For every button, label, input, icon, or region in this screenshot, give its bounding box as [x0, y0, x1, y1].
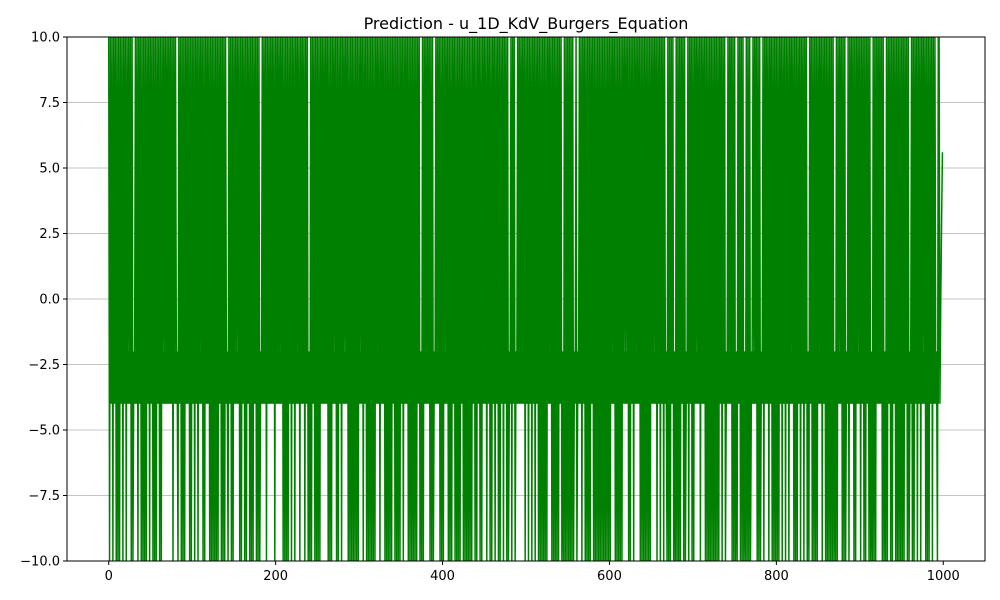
series-line-tail — [938, 37, 944, 404]
y-tick-label: −7.5 — [28, 489, 60, 504]
x-axis-ticks: 0 200 400 600 800 1000 — [105, 561, 960, 584]
x-tick-label: 800 — [764, 569, 789, 584]
x-tick-label: 200 — [263, 569, 288, 584]
y-tick-label: 10.0 — [31, 31, 60, 46]
x-tick-label: 0 — [105, 569, 113, 584]
y-tick-label: 5.0 — [39, 162, 60, 177]
y-tick-label: 0.0 — [39, 293, 60, 308]
y-axis-ticks: −10.0 −7.5 −5.0 −2.5 0.0 2.5 5.0 7.5 10.0 — [20, 31, 67, 570]
series-area — [107, 37, 944, 561]
chart-title: Prediction - u_1D_KdV_Burgers_Equation — [364, 14, 689, 34]
y-tick-label: −2.5 — [28, 358, 60, 373]
y-tick-label: 2.5 — [39, 227, 60, 242]
x-tick-label: 400 — [430, 569, 455, 584]
y-tick-label: −5.0 — [28, 424, 60, 439]
x-tick-label: 1000 — [927, 569, 960, 584]
series-line-oscillation — [107, 37, 940, 561]
y-tick-label: 7.5 — [39, 96, 60, 111]
x-tick-label: 600 — [597, 569, 622, 584]
y-tick-label: −10.0 — [20, 555, 60, 570]
